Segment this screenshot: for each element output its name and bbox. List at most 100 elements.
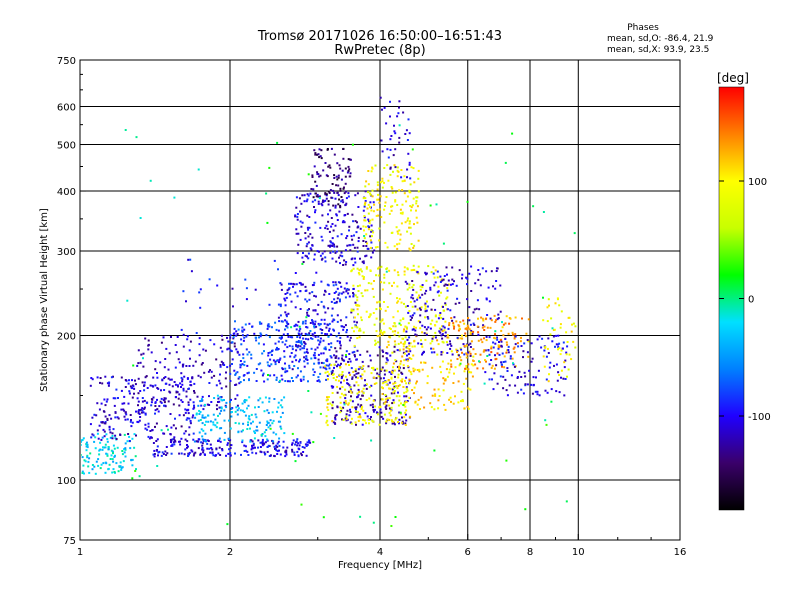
echo-point	[322, 199, 324, 202]
echo-point	[303, 365, 306, 368]
echo-point	[482, 350, 485, 353]
echo-point	[178, 361, 181, 364]
echo-point	[200, 441, 203, 444]
echo-point	[403, 391, 406, 394]
echo-point	[214, 424, 217, 427]
echo-point	[429, 204, 432, 207]
echo-point	[439, 275, 442, 278]
echo-point	[229, 454, 232, 457]
echo-point	[163, 398, 166, 401]
echo-point	[383, 413, 386, 416]
echo-point	[295, 343, 297, 346]
echo-point	[418, 368, 421, 371]
echo-point	[127, 433, 130, 435]
echo-point	[345, 355, 348, 358]
echo-point	[349, 411, 352, 413]
echo-point	[256, 429, 259, 432]
echo-point	[317, 195, 320, 198]
echo-point	[143, 389, 146, 392]
echo-point	[527, 340, 530, 343]
echo-point	[150, 401, 153, 404]
echo-point	[413, 268, 416, 271]
echo-point	[255, 452, 258, 455]
echo-point	[399, 379, 402, 382]
echo-point	[348, 390, 350, 393]
echo-point	[378, 227, 381, 230]
echo-point	[351, 238, 354, 241]
echo-point	[144, 413, 147, 416]
echo-point	[330, 333, 333, 336]
echo-point	[234, 372, 237, 375]
echo-point	[148, 437, 151, 440]
echo-point	[348, 371, 351, 374]
echo-point	[267, 411, 270, 414]
echo-point	[89, 452, 92, 455]
x-tick-label: 2	[227, 547, 233, 558]
echo-point	[394, 191, 397, 194]
echo-point	[485, 339, 488, 342]
echo-point	[451, 266, 454, 269]
echo-point	[178, 404, 181, 407]
echo-point	[277, 406, 280, 409]
echo-point	[345, 316, 348, 319]
echo-point	[189, 380, 192, 383]
echo-point	[220, 407, 223, 410]
echo-point	[349, 172, 352, 175]
echo-point	[309, 330, 312, 332]
echo-point	[369, 246, 372, 249]
echo-point	[502, 361, 505, 363]
echo-point	[326, 402, 329, 405]
echo-point	[276, 346, 278, 349]
echo-point	[358, 365, 361, 368]
echo-point	[350, 309, 353, 312]
echo-point	[411, 314, 414, 317]
echo-point	[416, 205, 419, 208]
echo-point	[295, 228, 298, 231]
echo-point	[355, 408, 357, 411]
echo-point	[383, 281, 386, 284]
echo-point	[386, 148, 389, 151]
echo-point	[216, 394, 219, 397]
echo-point	[403, 273, 406, 276]
echo-point	[340, 196, 343, 198]
echo-point	[390, 232, 393, 234]
echo-point	[98, 424, 101, 427]
echo-point	[278, 358, 281, 361]
echo-point	[160, 397, 163, 400]
echo-point	[96, 402, 99, 405]
y-tick-label: 200	[57, 332, 76, 343]
echo-point	[398, 369, 401, 372]
echo-point	[214, 418, 217, 421]
echo-point	[398, 106, 400, 109]
echo-point	[560, 369, 563, 372]
echo-point	[419, 296, 422, 299]
echo-point	[449, 343, 452, 345]
echo-point	[333, 319, 336, 322]
echo-point	[173, 436, 176, 439]
echo-point	[313, 351, 316, 354]
echo-point	[291, 450, 294, 453]
echo-point	[319, 226, 322, 229]
echo-point	[381, 386, 383, 389]
echo-point	[103, 422, 106, 425]
echo-point	[460, 359, 463, 362]
echo-point	[109, 436, 112, 439]
echo-point	[367, 365, 370, 368]
echo-point	[259, 450, 262, 453]
echo-point	[395, 385, 398, 388]
echo-point	[314, 221, 317, 224]
echo-point	[188, 426, 191, 429]
echo-point	[174, 344, 177, 346]
echo-point	[469, 323, 472, 326]
echo-point	[526, 351, 529, 354]
echo-point	[305, 445, 308, 447]
echo-point	[405, 200, 408, 203]
echo-point	[433, 408, 436, 411]
echo-point	[409, 315, 412, 318]
echo-point	[113, 455, 116, 458]
echo-point	[401, 180, 404, 183]
echo-point	[395, 226, 398, 229]
echo-point	[191, 416, 194, 419]
echo-point	[300, 380, 303, 382]
echo-point	[237, 377, 240, 380]
